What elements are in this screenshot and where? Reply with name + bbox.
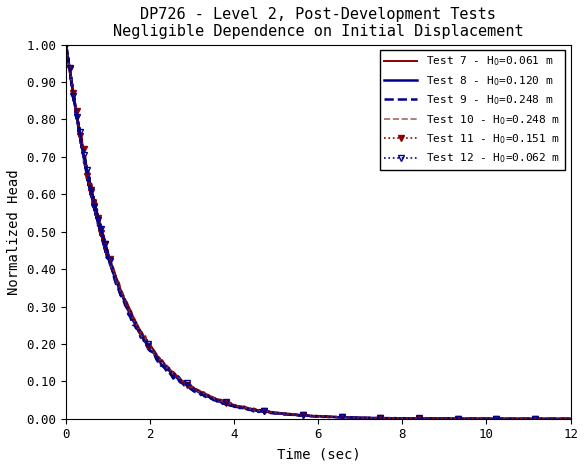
Line: Test 7 - H0=0.061 m: Test 7 - H0=0.061 m <box>66 44 570 419</box>
Test 8 - H0=0.120 m <box>562 416 569 422</box>
Test 10 - H0=0.248 m <box>567 416 574 422</box>
Test 9 - H0=0.248 m <box>81 160 88 165</box>
Test 11 - H0=0.151 m <box>567 416 574 422</box>
Test 12 - H0=0.062 m <box>81 151 88 157</box>
Test 9 - H0=0.248 m <box>558 416 565 422</box>
Test 12 - H0=0.062 m <box>63 42 70 47</box>
Test 8 - H0=0.120 m <box>185 384 192 389</box>
Test 9 - H0=0.248 m <box>566 416 573 422</box>
Test 10 - H0=0.248 m <box>329 414 336 419</box>
Test 7 - H0=0.061 m <box>68 78 75 83</box>
Test 8 - H0=0.120 m <box>81 154 88 160</box>
Test 10 - H0=0.248 m <box>81 148 88 154</box>
Legend: Test 7 - H$_0$=0.061 m, Test 8 - H$_0$=0.120 m, Test 9 - H$_0$=0.248 m, Test 10 : Test 7 - H$_0$=0.061 m, Test 8 - H$_0$=0… <box>380 50 565 170</box>
Line: Test 8 - H0=0.120 m: Test 8 - H0=0.120 m <box>66 44 570 419</box>
Test 7 - H0=0.061 m <box>567 416 574 422</box>
Test 9 - H0=0.248 m <box>71 102 78 107</box>
Test 12 - H0=0.062 m <box>185 382 192 388</box>
Test 7 - H0=0.061 m <box>566 416 573 422</box>
Test 9 - H0=0.248 m <box>567 416 574 422</box>
Test 12 - H0=0.062 m <box>567 416 574 422</box>
Test 9 - H0=0.248 m <box>63 42 70 47</box>
Test 7 - H0=0.061 m <box>81 153 88 159</box>
Test 11 - H0=0.151 m <box>63 42 70 47</box>
Test 9 - H0=0.248 m <box>185 384 192 389</box>
Test 12 - H0=0.062 m <box>329 414 336 419</box>
Line: Test 9 - H0=0.248 m: Test 9 - H0=0.248 m <box>66 44 570 419</box>
Test 11 - H0=0.151 m <box>566 416 573 422</box>
Test 11 - H0=0.151 m <box>71 100 78 106</box>
Test 11 - H0=0.151 m <box>68 78 75 83</box>
Test 9 - H0=0.248 m <box>68 74 75 80</box>
Test 12 - H0=0.062 m <box>71 101 78 106</box>
Test 10 - H0=0.248 m <box>68 75 75 81</box>
Test 7 - H0=0.061 m <box>185 380 192 386</box>
Test 9 - H0=0.248 m <box>329 414 336 420</box>
Test 10 - H0=0.248 m <box>71 100 78 105</box>
Test 7 - H0=0.061 m <box>564 416 571 422</box>
Test 8 - H0=0.120 m <box>68 78 75 84</box>
Line: Test 12 - H0=0.062 m: Test 12 - H0=0.062 m <box>63 42 573 422</box>
Test 8 - H0=0.120 m <box>71 102 78 108</box>
Test 10 - H0=0.248 m <box>559 416 566 422</box>
Test 7 - H0=0.061 m <box>63 42 70 47</box>
Test 8 - H0=0.120 m <box>329 414 336 420</box>
Test 7 - H0=0.061 m <box>71 100 78 105</box>
Test 12 - H0=0.062 m <box>564 416 571 422</box>
Test 12 - H0=0.062 m <box>68 79 75 85</box>
Line: Test 10 - H0=0.248 m: Test 10 - H0=0.248 m <box>66 44 570 419</box>
Test 10 - H0=0.248 m <box>566 416 573 422</box>
X-axis label: Time (sec): Time (sec) <box>277 447 360 461</box>
Test 10 - H0=0.248 m <box>185 383 192 388</box>
Test 8 - H0=0.120 m <box>63 42 70 47</box>
Test 11 - H0=0.151 m <box>552 416 559 422</box>
Test 11 - H0=0.151 m <box>81 154 88 160</box>
Test 11 - H0=0.151 m <box>329 414 336 420</box>
Test 8 - H0=0.120 m <box>567 416 574 422</box>
Line: Test 11 - H0=0.151 m: Test 11 - H0=0.151 m <box>63 42 573 422</box>
Title: DP726 - Level 2, Post-Development Tests
Negligible Dependence on Initial Displac: DP726 - Level 2, Post-Development Tests … <box>113 7 524 39</box>
Test 11 - H0=0.151 m <box>185 384 192 389</box>
Y-axis label: Normalized Head: Normalized Head <box>7 169 21 294</box>
Test 7 - H0=0.061 m <box>329 414 336 420</box>
Test 10 - H0=0.248 m <box>63 42 70 47</box>
Test 8 - H0=0.120 m <box>566 416 573 422</box>
